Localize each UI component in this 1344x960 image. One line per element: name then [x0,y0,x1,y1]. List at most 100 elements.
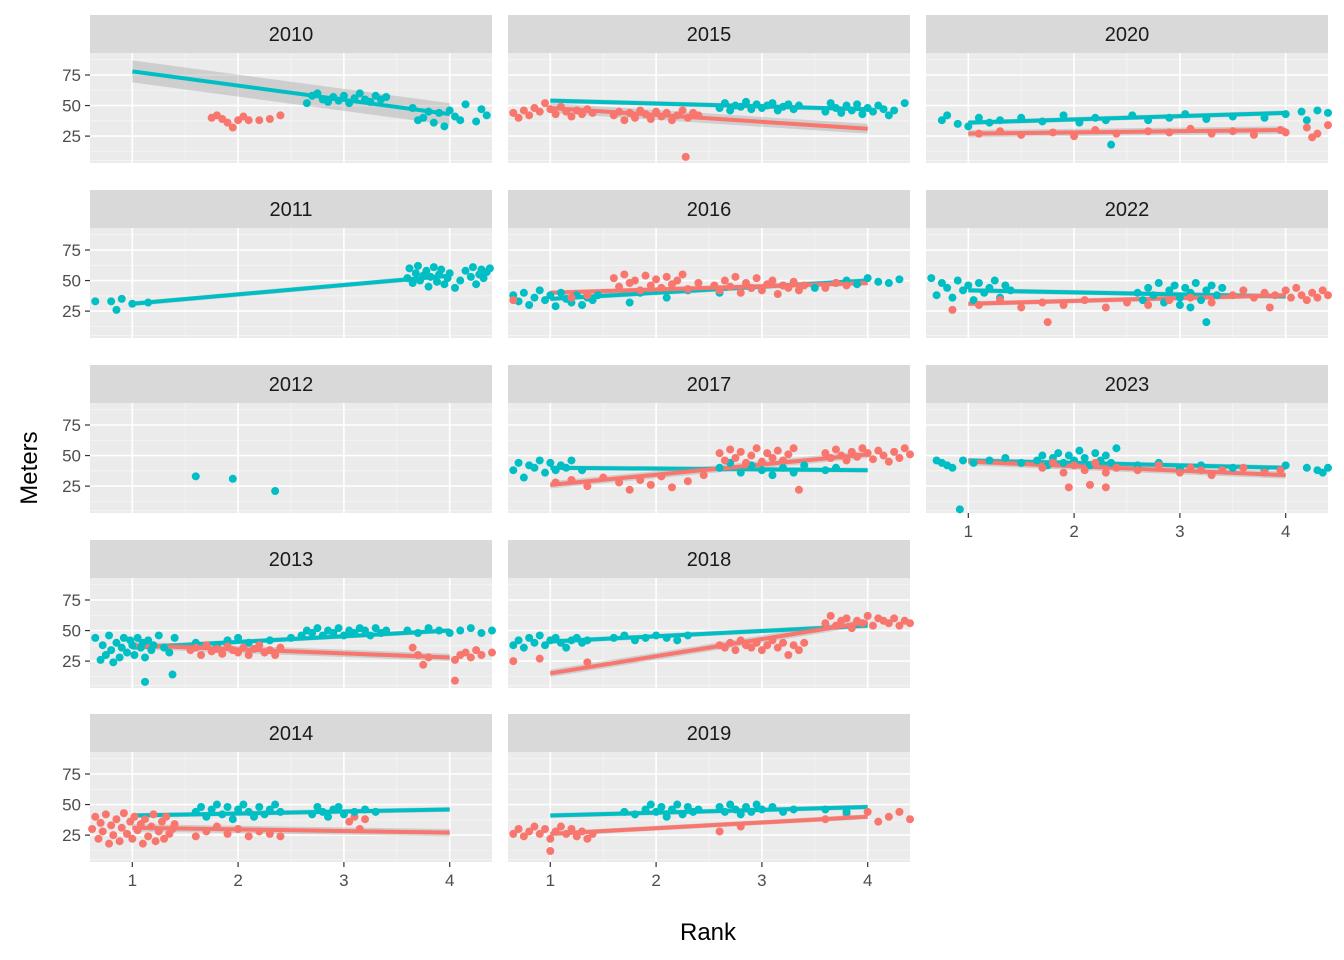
data-point-red [646,281,655,290]
data-point-teal [715,463,724,472]
data-point-red [757,286,766,295]
x-axis-title: Rank [680,919,737,946]
data-point-red [265,829,274,838]
data-point-red [1302,296,1311,305]
data-point-teal [821,466,830,475]
data-point-teal [868,107,877,116]
facet-strip [90,365,492,403]
data-point-teal [673,800,682,809]
data-point-red [1260,468,1269,477]
facet-strip-label: 2012 [269,374,314,396]
data-point-red [1239,286,1248,295]
data-point-red [1186,293,1195,302]
data-point-teal [1006,286,1015,295]
y-tick-label: 25 [62,652,81,671]
data-point-red [821,449,830,458]
data-point-red [747,283,756,292]
data-point-red [151,837,160,846]
data-point-teal [361,805,370,814]
data-point-red [699,471,708,480]
data-point-teal [408,104,417,112]
data-point-teal [974,113,983,122]
y-tick-label: 50 [62,272,81,291]
data-point-red [472,646,481,655]
data-point-red [170,820,179,829]
data-point-red [657,472,666,481]
data-point-teal [98,641,107,650]
data-point-teal [794,101,803,110]
data-point-red [117,823,126,832]
data-point-red [1207,471,1216,480]
data-point-teal [519,473,528,482]
data-point-teal [1128,111,1137,120]
data-point-teal [1033,456,1042,465]
data-point-red [1048,458,1057,467]
data-point-teal [535,456,544,465]
data-point-teal [831,463,840,472]
data-point-red [773,290,782,298]
x-tick-label: 1 [546,871,555,890]
data-point-teal [578,301,587,309]
data-point-red [218,649,227,658]
data-point-red [509,829,518,838]
data-point-red [1070,461,1079,470]
data-point-teal [535,286,544,295]
data-point-teal [980,288,989,297]
data-point-teal [413,629,422,637]
data-point-teal [144,298,153,307]
data-point-red [546,847,555,855]
y-tick-label: 25 [62,826,81,845]
data-point-red [1324,121,1332,130]
data-point-red [768,636,777,645]
data-point-red [789,444,798,453]
data-point-red [1175,468,1184,477]
data-point-teal [683,803,692,811]
data-point-red [1281,128,1290,137]
data-point-teal [91,633,100,642]
data-point-teal [1112,444,1121,453]
data-point-red [96,818,105,827]
data-point-red [461,648,470,657]
data-point-red [94,834,103,843]
data-point-teal [646,800,655,809]
data-point-red [583,658,592,667]
data-point-teal [1075,446,1084,455]
data-point-red [673,276,682,285]
data-point-teal [107,646,116,655]
data-point-red [509,108,518,117]
x-tick-label: 1 [128,871,137,890]
data-point-teal [1144,283,1153,292]
data-point-red [620,270,629,279]
data-point-red [551,110,560,119]
data-point-red [879,451,888,460]
data-point-teal [366,631,375,640]
data-point-teal [144,636,153,645]
data-point-red [556,822,565,831]
data-point-red [895,621,904,630]
data-point-red [551,478,560,487]
data-point-teal [1302,116,1311,125]
data-point-red [98,827,107,836]
facet-strip [508,190,910,228]
data-point-teal [541,296,550,305]
data-point-teal [715,104,724,112]
data-point-teal [334,803,343,811]
data-point-red [678,106,687,115]
y-tick-label: 75 [62,241,81,260]
data-point-red [652,275,661,284]
data-point-red [355,825,364,833]
data-point-teal [842,101,851,110]
data-point-red [541,99,550,108]
data-point-teal [477,629,486,637]
data-point-teal [1202,115,1211,123]
data-point-red [736,636,745,645]
data-point-teal [468,263,477,272]
data-point-red [681,152,690,161]
data-point-red [789,277,798,286]
data-point-red [863,807,872,816]
data-point-red [588,829,597,838]
data-point-teal [1059,458,1068,467]
data-point-teal [1318,468,1327,477]
data-point-red [361,815,370,824]
facet-strip [926,190,1328,228]
